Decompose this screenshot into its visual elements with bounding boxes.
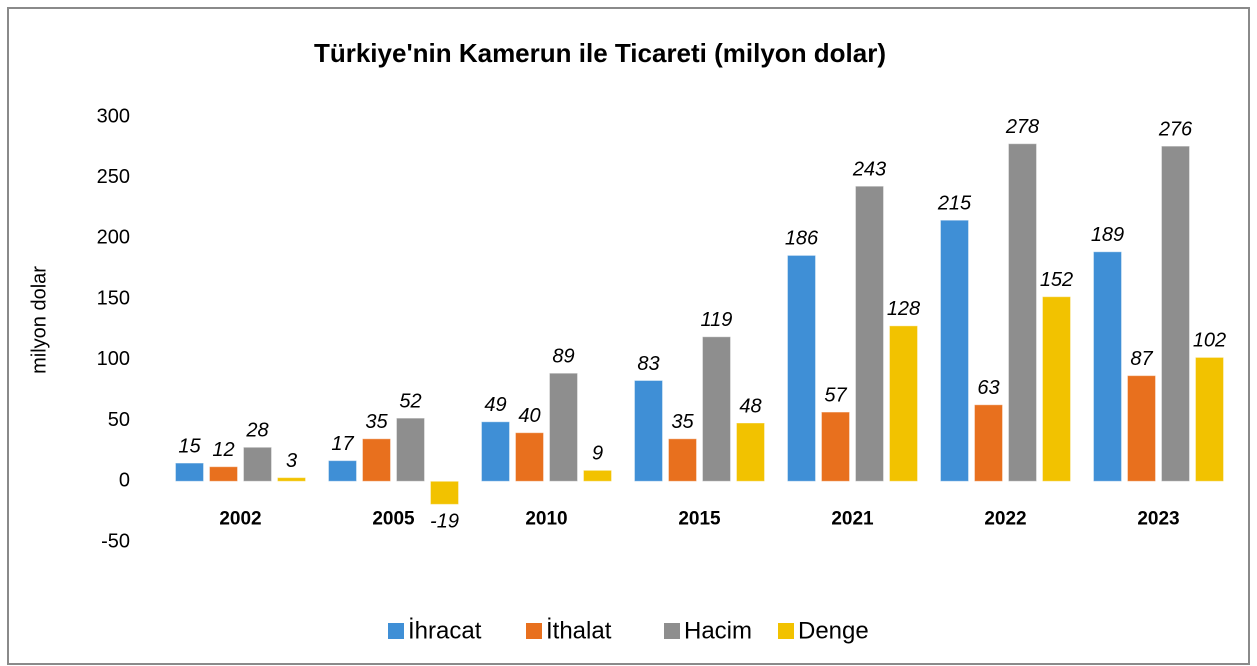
bar (634, 380, 663, 482)
x-tick-label: 2010 (525, 508, 567, 529)
data-label: 278 (1005, 116, 1039, 138)
y-tick-label: -50 (101, 530, 130, 552)
legend-label: İhracat (408, 617, 482, 644)
chart-frame (7, 7, 1250, 665)
data-label: 215 (937, 192, 972, 214)
data-label: 52 (399, 390, 421, 412)
y-tick-label: 150 (97, 287, 130, 309)
bar (583, 469, 612, 482)
data-label: 87 (1130, 348, 1153, 370)
legend-swatch (778, 623, 794, 639)
data-label: 189 (1091, 224, 1124, 246)
data-label: 35 (671, 411, 694, 433)
data-label: 243 (852, 158, 886, 180)
bar (175, 462, 204, 482)
bar (209, 466, 238, 482)
y-tick-label: 100 (97, 348, 130, 370)
bar (362, 438, 391, 482)
bar (430, 480, 459, 505)
bar (855, 185, 884, 482)
x-tick-label: 2022 (984, 508, 1026, 529)
data-label: 276 (1158, 118, 1193, 140)
bar (1127, 375, 1156, 482)
bar (940, 219, 969, 482)
x-tick-label: 2021 (831, 508, 874, 529)
data-label: 63 (977, 377, 999, 399)
bar (668, 438, 697, 482)
legend-label: Denge (798, 617, 869, 644)
bar (1008, 143, 1037, 482)
data-label: 40 (518, 405, 540, 427)
data-label: 102 (1193, 330, 1226, 352)
bar (889, 325, 918, 482)
x-tick-label: 2015 (678, 508, 721, 529)
data-label: 3 (286, 450, 297, 472)
x-tick-label: 2023 (1137, 508, 1179, 529)
data-label: 17 (331, 433, 354, 455)
bar (1042, 296, 1071, 482)
bar (328, 460, 357, 482)
bar (702, 336, 731, 482)
data-label: 12 (212, 439, 234, 461)
chart-title: Türkiye'nin Kamerun ile Ticareti (milyon… (314, 38, 886, 68)
data-label: 119 (701, 309, 733, 331)
bar (787, 254, 816, 482)
data-label: 128 (887, 298, 920, 320)
data-label: 89 (552, 345, 574, 367)
bar (1195, 356, 1224, 482)
data-label: 15 (178, 435, 201, 457)
bar (481, 421, 510, 482)
data-label: 186 (785, 228, 819, 250)
bar (396, 417, 425, 482)
bar (549, 372, 578, 482)
data-label: 9 (592, 443, 603, 465)
data-label: 83 (637, 353, 659, 375)
data-label: -19 (430, 511, 459, 533)
bar (277, 477, 306, 482)
legend-swatch (526, 623, 542, 639)
y-tick-label: 200 (97, 227, 130, 249)
x-tick-label: 2002 (219, 508, 261, 529)
legend-swatch (388, 623, 404, 639)
bar (1093, 251, 1122, 482)
y-tick-label: 250 (97, 166, 130, 188)
y-tick-label: 0 (119, 470, 130, 492)
y-tick-label: 50 (108, 409, 130, 431)
y-tick-label: 300 (97, 105, 130, 127)
data-label: 152 (1040, 269, 1073, 291)
legend-label: Hacim (684, 617, 752, 644)
bar (736, 422, 765, 482)
legend-swatch (664, 623, 680, 639)
bar (974, 404, 1003, 482)
data-label: 48 (739, 395, 761, 417)
bar (515, 432, 544, 482)
legend-label: İthalat (546, 617, 612, 644)
x-tick-label: 2005 (372, 508, 415, 529)
bar (1161, 145, 1190, 482)
data-label: 49 (484, 394, 506, 416)
y-axis-label: milyon dolar (28, 266, 50, 374)
data-label: 57 (824, 384, 847, 406)
bar (821, 411, 850, 482)
data-label: 35 (365, 411, 388, 433)
bar (243, 446, 272, 482)
data-label: 28 (245, 420, 268, 442)
